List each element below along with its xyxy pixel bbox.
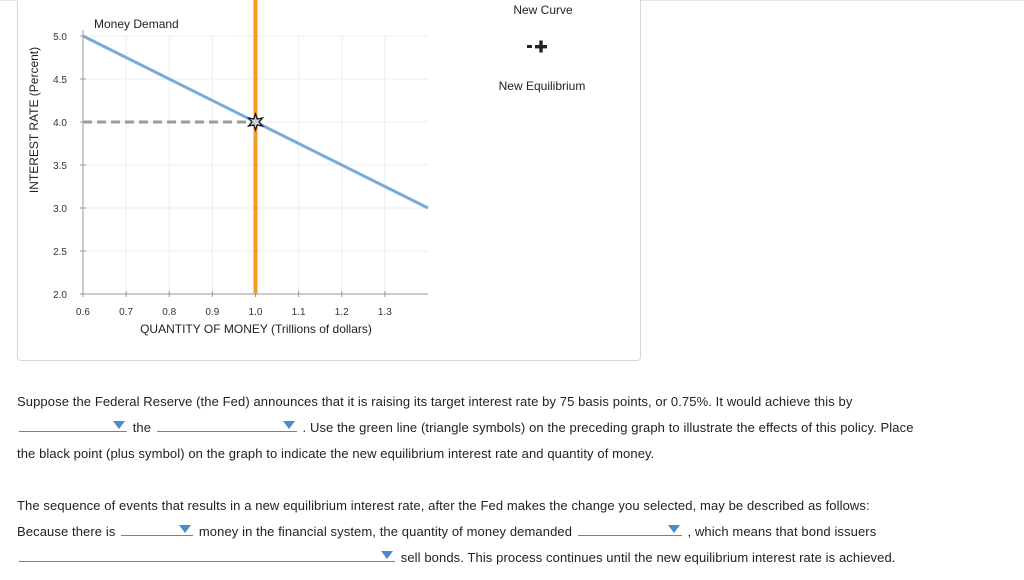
y-tick-label: 2.0 bbox=[53, 290, 67, 301]
x-tick-label: 0.9 bbox=[205, 307, 219, 318]
plus-icon bbox=[527, 40, 547, 53]
legend-new-equilibrium-label: New Equilibrium bbox=[499, 79, 586, 93]
chevron-down-icon bbox=[381, 551, 393, 559]
y-tick-label: 3.0 bbox=[53, 204, 67, 215]
q2-text-5: sell bonds. This process continues until… bbox=[400, 550, 896, 565]
chevron-down-icon bbox=[282, 421, 295, 429]
action-dropdown[interactable] bbox=[19, 418, 127, 432]
chevron-down-icon bbox=[667, 525, 680, 533]
bond-issuers-dropdown[interactable] bbox=[19, 548, 395, 562]
q1-text-1: Suppose the Federal Reserve (the Fed) an… bbox=[17, 394, 853, 409]
q2-text-1: The sequence of events that results in a… bbox=[17, 498, 870, 513]
x-tick-label: 1.0 bbox=[249, 307, 263, 318]
quantity-demanded-dropdown[interactable] bbox=[577, 522, 682, 536]
y-axis-label: INTEREST RATE (Percent) bbox=[27, 47, 41, 193]
x-tick-label: 0.6 bbox=[76, 307, 90, 318]
q1-text-4: the black point (plus symbol) on the gra… bbox=[17, 446, 655, 461]
legend: New Curve New Equilibrium bbox=[499, 3, 586, 93]
q2-text-3: money in the financial system, the quant… bbox=[198, 524, 573, 539]
x-tick-label: 0.7 bbox=[119, 307, 133, 318]
q1-text-2: the bbox=[132, 420, 152, 435]
plus-icon-bar-v bbox=[539, 40, 543, 53]
x-tick-label: 1.1 bbox=[292, 307, 306, 318]
question-2: The sequence of events that results in a… bbox=[17, 493, 1012, 571]
chevron-down-icon bbox=[179, 525, 192, 533]
q1-text-3: . Use the green line (triangle symbols) … bbox=[302, 420, 914, 435]
plus-icon-dash bbox=[527, 45, 532, 48]
chevron-down-icon bbox=[113, 421, 125, 429]
graph-panel bbox=[17, 0, 641, 361]
y-tick-label: 5.0 bbox=[53, 32, 67, 43]
money-demand-label: Money Demand bbox=[94, 17, 179, 31]
chart-series bbox=[82, 0, 429, 294]
q2-text-4: , which means that bond issuers bbox=[687, 524, 877, 539]
x-tick-label: 1.3 bbox=[378, 307, 392, 318]
legend-new-curve-label: New Curve bbox=[513, 3, 573, 17]
y-tick-label: 4.5 bbox=[53, 75, 67, 86]
instrument-dropdown[interactable] bbox=[156, 418, 297, 432]
money-market-chart: 0.6 0.7 0.8 0.9 1.0 1.1 1.2 1.3 5.0 4.5 4.0 3.5 3.0 2… bbox=[27, 0, 586, 336]
y-tick-label: 4.0 bbox=[53, 118, 67, 129]
x-tick-label: 0.8 bbox=[162, 307, 176, 318]
q2-text-2: Because there is bbox=[17, 524, 116, 539]
chart-axes: 0.6 0.7 0.8 0.9 1.0 1.1 1.2 1.3 5.0 4.5 4.0 3.5 3.0 2… bbox=[53, 30, 428, 318]
y-tick-label: 3.5 bbox=[53, 161, 67, 172]
question-1: Suppose the Federal Reserve (the Fed) an… bbox=[17, 389, 1012, 467]
x-axis-label: QUANTITY OF MONEY (Trillions of dollars) bbox=[140, 322, 372, 336]
equilibrium-star-marker bbox=[246, 112, 265, 132]
x-tick-label: 1.2 bbox=[335, 307, 349, 318]
y-tick-label: 2.5 bbox=[53, 247, 67, 258]
money-amount-dropdown[interactable] bbox=[121, 522, 194, 536]
